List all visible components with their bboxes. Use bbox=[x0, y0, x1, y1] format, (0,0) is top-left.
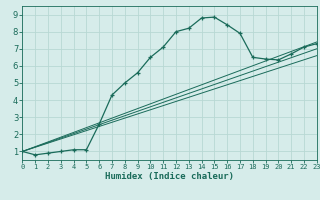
X-axis label: Humidex (Indice chaleur): Humidex (Indice chaleur) bbox=[105, 172, 234, 181]
